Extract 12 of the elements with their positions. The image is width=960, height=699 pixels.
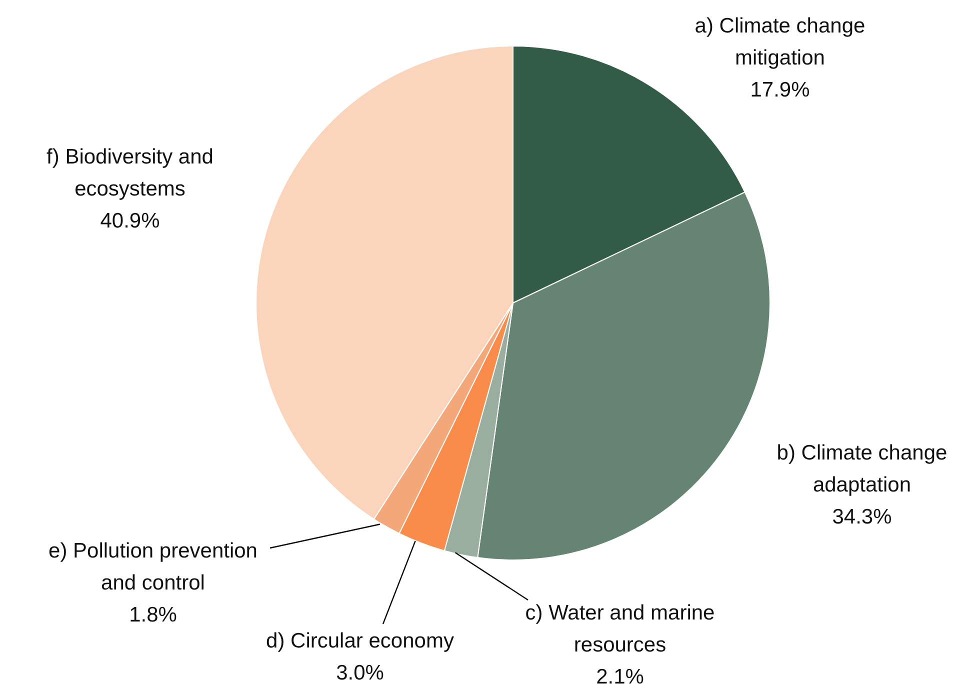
data-label: 3.0% [336, 661, 384, 684]
data-label: 1.8% [129, 603, 177, 626]
slice-label: f) Biodiversity and ecosystems [46, 145, 214, 200]
data-label: 40.9% [100, 209, 160, 232]
slice-label: b) Climate change adaptation [776, 441, 948, 496]
slice-label: a) Climate change mitigation [694, 14, 866, 70]
slice-label: d) Circular economy [266, 629, 454, 652]
data-label: 2.1% [596, 665, 644, 688]
slice-label: e) Pollution prevention and control [48, 539, 258, 594]
data-label: 17.9% [750, 78, 810, 102]
data-label: 34.3% [832, 505, 892, 528]
slice-label: c) Water and marine resources [525, 601, 715, 656]
